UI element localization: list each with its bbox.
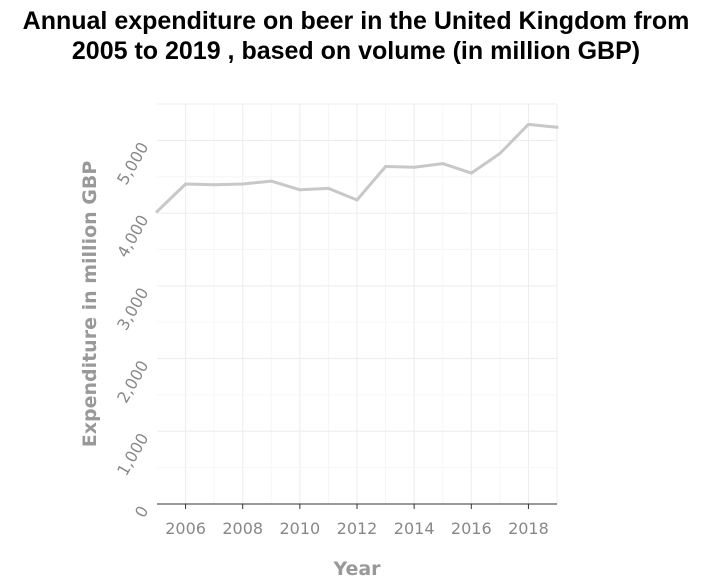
data-point: [355, 198, 359, 202]
y-tick-label: 5,000: [113, 139, 152, 188]
y-tick-label: 0: [131, 503, 153, 521]
data-point: [555, 125, 559, 129]
x-tick-label: 2018: [508, 519, 549, 538]
x-tick-label: 2010: [279, 519, 320, 538]
y-tick-label: 1,000: [113, 430, 152, 479]
data-point: [441, 162, 445, 166]
x-tick-label: 2008: [222, 519, 263, 538]
data-points: [155, 122, 559, 214]
y-axis-title: Expenditure in million GBP: [79, 161, 101, 448]
data-point: [241, 182, 245, 186]
data-point: [212, 183, 216, 187]
data-point: [384, 165, 388, 169]
data-point: [469, 171, 473, 175]
x-axis-title: Year: [332, 558, 381, 580]
data-point: [155, 210, 159, 214]
data-point: [326, 186, 330, 190]
y-tick-label: 2,000: [113, 357, 152, 406]
data-point: [184, 182, 188, 186]
x-tick-label: 2006: [165, 519, 206, 538]
y-tick-label: 3,000: [113, 284, 152, 333]
data-point: [298, 188, 302, 192]
data-point: [269, 179, 273, 183]
x-tick-label: 2012: [337, 519, 378, 538]
data-point: [526, 122, 530, 126]
x-tick-label: 2016: [451, 519, 492, 538]
data-point: [498, 151, 502, 155]
grid-lines: [157, 103, 558, 504]
x-tick-label: 2014: [394, 519, 435, 538]
chart-title: Annual expenditure on beer in the United…: [22, 7, 690, 65]
y-tick-label: 4,000: [113, 212, 152, 261]
data-point: [412, 165, 416, 169]
